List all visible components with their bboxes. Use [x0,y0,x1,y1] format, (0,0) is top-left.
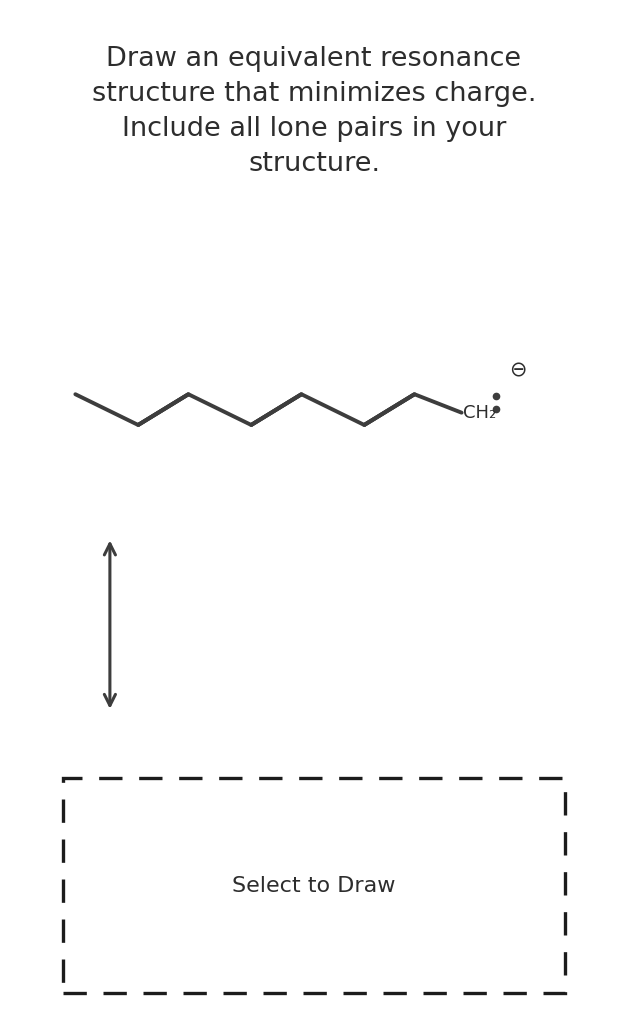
Text: Select to Draw: Select to Draw [232,876,396,896]
Text: CH₂: CH₂ [463,403,497,422]
Text: ⊖: ⊖ [509,360,527,381]
Bar [63,778,565,993]
Text: Draw an equivalent resonance
structure that minimizes charge.
Include all lone p: Draw an equivalent resonance structure t… [92,46,536,177]
